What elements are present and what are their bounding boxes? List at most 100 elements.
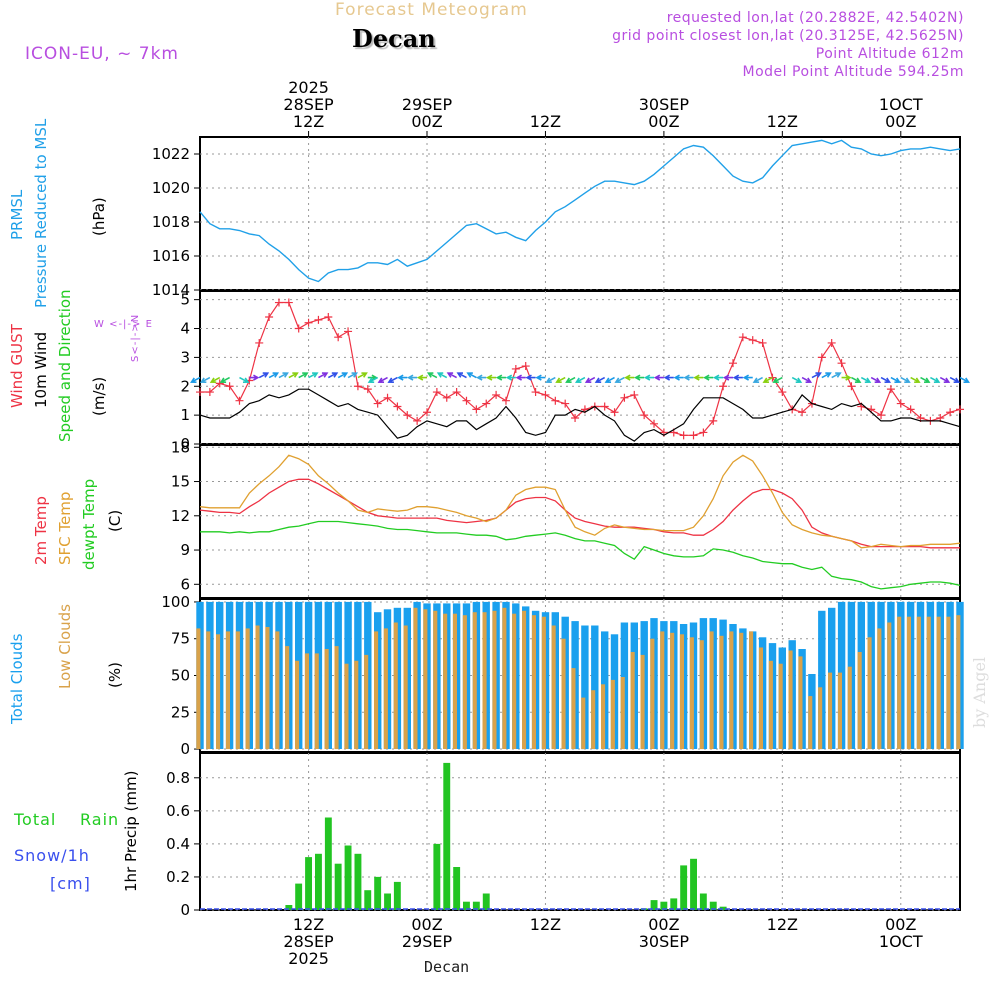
wind-gust-marker <box>521 362 530 371</box>
low-clouds-bar <box>255 625 260 750</box>
bottom-time-label: 00Z <box>411 915 442 934</box>
wind-gust-marker <box>768 373 777 382</box>
wind-gust-marker <box>363 385 372 394</box>
wind-direction-arrow <box>367 376 379 383</box>
total-clouds-bar <box>591 625 599 750</box>
wind-direction-arrow <box>476 374 487 381</box>
wind-gust-marker <box>413 416 422 425</box>
wind-direction-arrow <box>446 372 457 379</box>
low-clouds-bar <box>620 677 625 750</box>
low-clouds-bar <box>837 672 842 750</box>
low-clouds-bar <box>196 628 201 749</box>
wind-direction-arrow <box>712 374 724 381</box>
pressure-ytick-label: 1018 <box>152 213 190 231</box>
rain-bar <box>660 901 668 910</box>
wind-direction-arrow <box>791 376 803 383</box>
low-clouds-bar <box>936 616 941 750</box>
wind-frame <box>199 290 961 445</box>
wind-direction-arrow <box>633 374 645 381</box>
temperature-frame <box>199 444 961 599</box>
wind-gust-marker <box>709 416 718 425</box>
low-clouds-bar <box>877 628 882 749</box>
rain-bar <box>305 857 312 910</box>
wind-gust-marker <box>728 359 737 368</box>
low-clouds-bar <box>798 656 803 750</box>
wind-direction-arrow <box>357 372 368 379</box>
rain-bar <box>719 906 727 910</box>
clouds-ytick-label: 75 <box>171 630 190 648</box>
wind-direction-arrow <box>249 374 260 381</box>
bottom-time-label: 30SEP <box>639 932 690 951</box>
low-clouds-bar <box>354 660 359 750</box>
wind-gust-marker <box>284 298 293 307</box>
top-time-label: 30SEP <box>639 95 690 114</box>
wind-direction-arrow <box>910 376 921 383</box>
bottom-time-label: 12Z <box>530 915 561 934</box>
wind-gust-marker <box>432 388 441 397</box>
low-clouds-bar <box>285 646 290 750</box>
wind-direction-arrow <box>377 376 388 383</box>
rain-bar <box>690 858 697 910</box>
top-time-label: 00Z <box>411 112 442 131</box>
wind-gust-marker <box>235 396 244 405</box>
top-time-label: 00Z <box>648 112 679 131</box>
rain-bar <box>709 901 717 910</box>
wind-direction-arrow <box>900 376 911 383</box>
wind-direction-arrow <box>801 376 813 383</box>
location-title: Decan <box>352 24 436 53</box>
wind-direction-arrow <box>851 376 862 383</box>
wind-gust-marker <box>334 333 343 342</box>
wind-gust-marker <box>324 312 333 321</box>
wind-gust-marker <box>511 364 520 373</box>
low-clouds-bar <box>334 646 339 750</box>
precipitation-frame <box>199 752 961 911</box>
wind-direction-arrow <box>624 374 635 381</box>
wind-gust-marker <box>255 338 264 347</box>
wind-direction-arrow <box>772 376 783 383</box>
wind-gust-marker <box>462 396 471 405</box>
wind-direction-arrow <box>841 374 852 381</box>
wind-direction-arrow <box>880 376 892 383</box>
wind-gust-marker <box>492 390 501 399</box>
wind-gust-marker <box>620 393 629 402</box>
temperature-ytick-label: 6 <box>180 575 190 593</box>
rain-bar <box>324 817 332 910</box>
wind-direction-arrow <box>920 376 931 383</box>
low-clouds-bar <box>946 616 951 750</box>
wind-direction-arrow <box>732 374 743 381</box>
wind-gust-marker <box>946 408 955 417</box>
wind-gust-marker <box>640 411 649 420</box>
rain-bar <box>334 863 342 910</box>
wind-gust-marker <box>344 327 353 336</box>
low-clouds-bar <box>225 631 230 750</box>
wind-gust-marker <box>837 359 846 368</box>
wind-direction-arrow <box>347 372 359 379</box>
pressure-ytick-label: 1022 <box>152 145 190 163</box>
precipitation-ytick-label: 0.8 <box>166 769 190 787</box>
rain-bar <box>315 853 322 910</box>
wind-direction-arrow <box>959 376 970 383</box>
wind-direction-arrow <box>239 376 250 383</box>
temp-sfc-line <box>199 454 961 549</box>
wind-direction-arrow <box>258 372 270 379</box>
low-clouds-bar <box>867 637 872 750</box>
wind-direction-arrow <box>466 372 477 379</box>
low-clouds-bar <box>650 638 655 749</box>
clouds-ytick-label: 25 <box>171 703 190 721</box>
clouds-ytick-label: 50 <box>171 667 190 685</box>
low-clouds-bar <box>502 607 507 749</box>
wind-direction-arrow <box>594 376 606 383</box>
wind-gust-marker <box>600 402 609 411</box>
wind-gust-marker <box>373 399 382 408</box>
top-time-label: 12Z <box>530 112 561 131</box>
low-clouds-bar <box>808 696 813 750</box>
wind-gust-marker <box>699 428 708 437</box>
wind-gust-marker <box>758 338 767 347</box>
wind-direction-arrow <box>930 376 941 383</box>
wind-direction-arrow <box>643 374 655 381</box>
low-clouds-bar <box>443 613 448 749</box>
low-clouds-bar <box>640 654 645 750</box>
wind-gust-marker <box>571 414 580 423</box>
wind-direction-arrow <box>860 376 872 383</box>
temp-2m-line <box>199 478 960 549</box>
